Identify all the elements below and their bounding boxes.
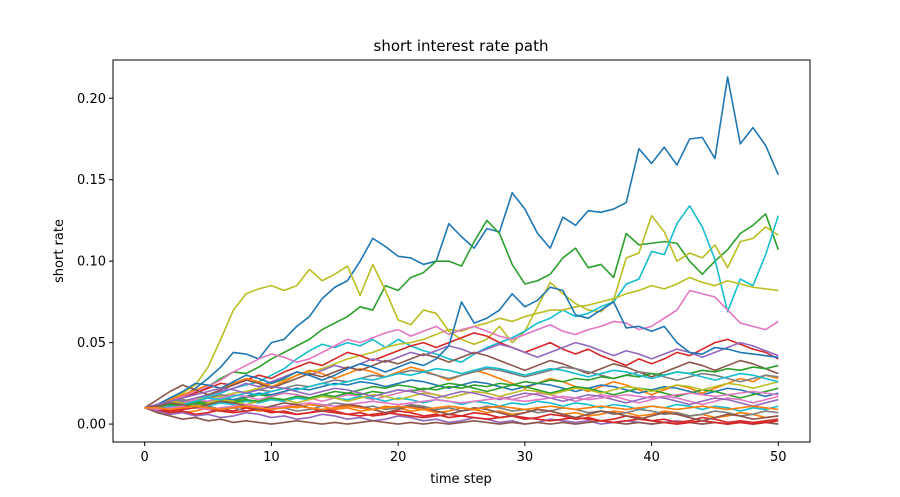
- x-tick-label: 20: [390, 450, 407, 465]
- series-line-3: [144, 214, 779, 409]
- x-tick-label: 0: [141, 450, 149, 465]
- series-line-15: [144, 395, 779, 412]
- y-tick-label: 0.20: [77, 92, 106, 107]
- series-line-7: [144, 332, 779, 409]
- x-tick-label: 50: [770, 450, 787, 465]
- series-line-1: [144, 76, 780, 409]
- series-line-26: [144, 385, 779, 409]
- y-tick-label: 0.05: [77, 336, 106, 351]
- x-tick-label: 40: [643, 450, 660, 465]
- x-tick-label: 30: [517, 450, 534, 465]
- series-line-8: [144, 341, 779, 409]
- x-tick-label: 10: [263, 450, 280, 465]
- y-tick-label: 0.00: [77, 418, 106, 433]
- series-line-29: [144, 405, 779, 411]
- y-axis-label: short rate: [52, 219, 67, 283]
- series-line-22: [144, 286, 779, 409]
- chart-title: short interest rate path: [374, 37, 549, 55]
- series-line-27: [144, 390, 779, 411]
- y-tick-label: 0.15: [77, 173, 106, 188]
- series-line-25: [144, 366, 779, 409]
- series-line-2: [144, 213, 780, 409]
- x-axis-ticks: 0 10 20 30 40 50: [141, 442, 787, 465]
- y-axis-ticks: 0.00 0.05 0.10 0.15 0.20: [77, 92, 113, 433]
- series-line-5: [144, 276, 779, 409]
- plot-frame: [112, 59, 811, 443]
- y-tick-label: 0.10: [77, 255, 106, 270]
- series-line-10: [144, 351, 779, 409]
- plot-lines: [144, 76, 780, 425]
- series-line-24: [144, 406, 779, 425]
- series-line-6: [144, 289, 779, 409]
- x-axis-label: time step: [430, 472, 492, 487]
- series-line-21: [144, 380, 779, 409]
